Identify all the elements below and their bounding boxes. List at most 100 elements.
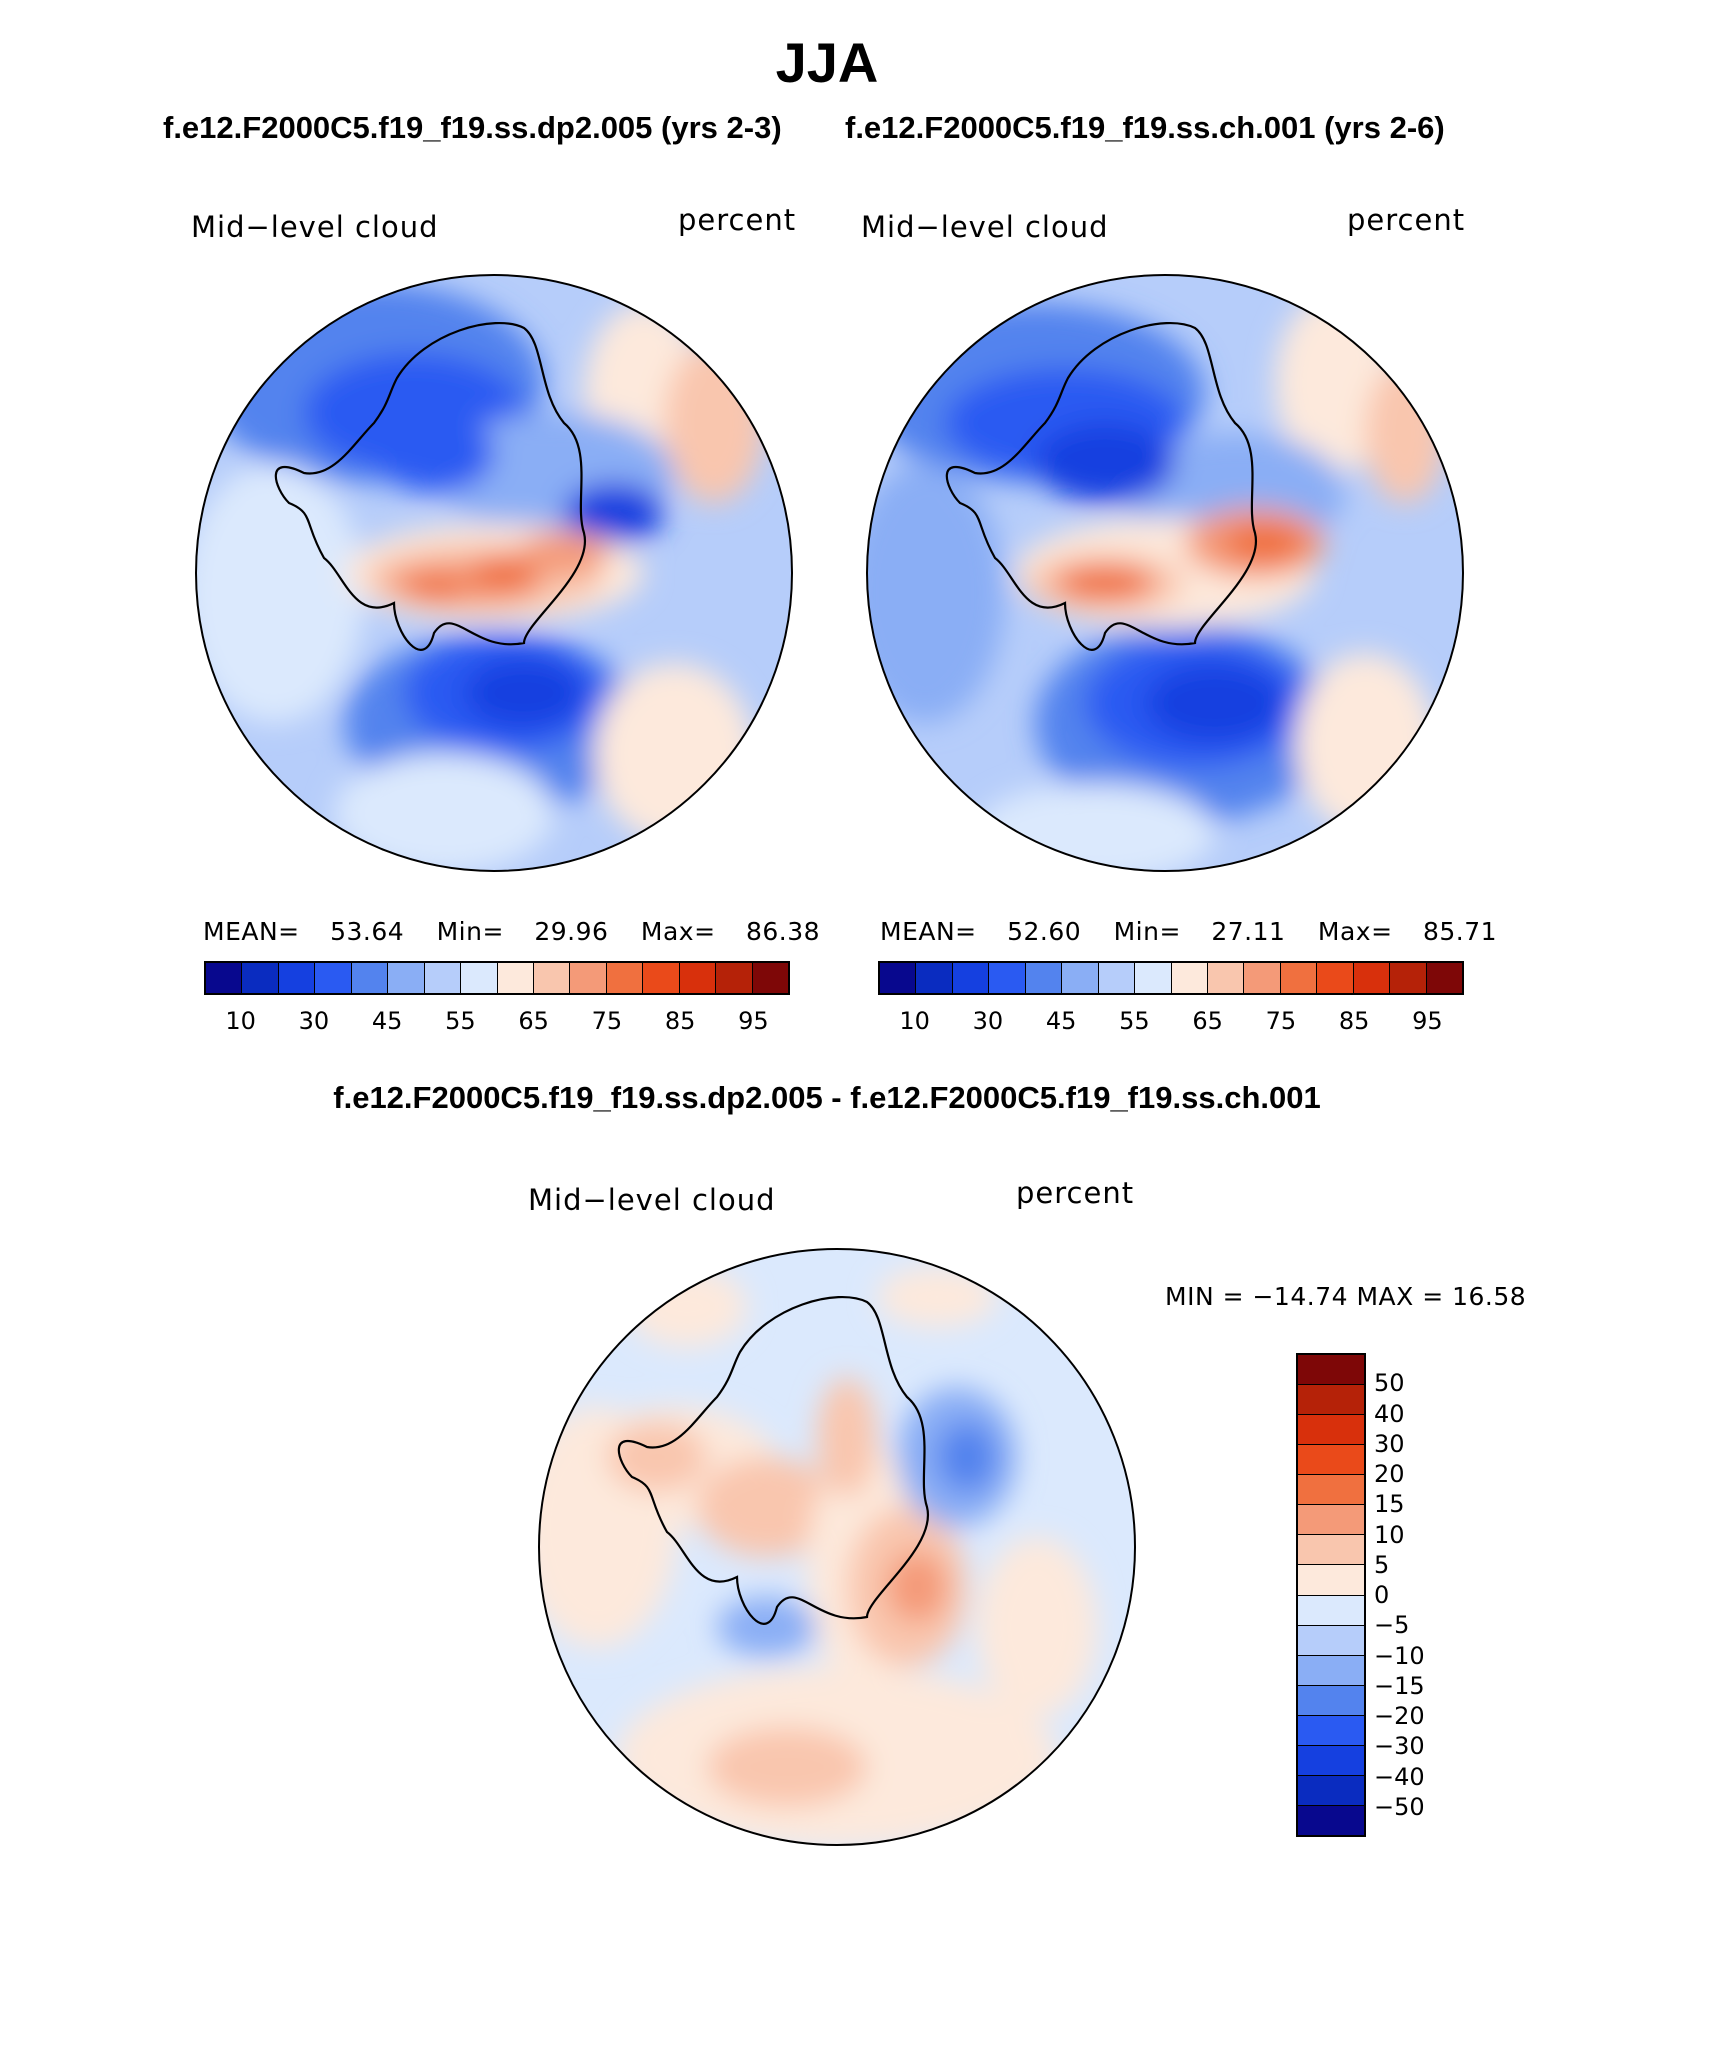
panel-1-mean-label: MEAN=	[203, 917, 300, 946]
colorbar-swatch	[1298, 1565, 1364, 1596]
panel-1-variable: Mid−level cloud	[191, 210, 439, 244]
colorbar-diff	[1296, 1353, 1366, 1837]
colorbar-swatch	[278, 963, 316, 993]
diff-minmax: MIN = −14.74 MAX = 16.58	[1165, 1282, 1527, 1311]
panel-2-max-label: Max=	[1317, 917, 1393, 946]
colorbar-swatch	[242, 963, 279, 993]
colorbar-swatch	[1298, 1625, 1364, 1656]
colorbar-tick-label: 75	[591, 1007, 623, 1035]
colorbar-swatch	[1390, 963, 1427, 993]
colorbar-swatch	[1280, 963, 1318, 993]
diff-variable: Mid−level cloud	[528, 1183, 776, 1217]
colorbar-tick-label: −30	[1374, 1732, 1425, 1761]
colorbar-swatch	[1298, 1655, 1364, 1686]
map-panel-2	[866, 274, 1464, 872]
colorbar-tick-label: 10	[899, 1007, 930, 1035]
colorbar-swatch	[533, 963, 571, 993]
figure-title: JJA	[775, 31, 879, 94]
diff-units: percent	[1016, 1176, 1135, 1210]
panel-1-min-label: Min=	[436, 917, 504, 946]
panel-2-stats: MEAN= 52.60 Min= 27.11 Max= 85.71	[880, 917, 1497, 946]
panel-1-max-label: Max=	[640, 917, 716, 946]
colorbar-swatch	[1062, 963, 1099, 993]
panel-2-mean-value: 52.60	[1007, 917, 1082, 946]
colorbar-swatch	[1298, 1805, 1364, 1835]
diff-title: f.e12.F2000C5.f19_f19.ss.dp2.005 - f.e12…	[333, 1080, 1321, 1115]
colorbar-tick-label: −15	[1374, 1671, 1425, 1700]
colorbar-tick-label: 75	[1265, 1007, 1297, 1035]
colorbar-tick-label: 95	[1412, 1007, 1443, 1035]
colorbar-tick-label: 30	[1374, 1429, 1405, 1458]
colorbar-tick-label: 40	[1374, 1399, 1405, 1428]
map-panel-1	[195, 274, 793, 872]
colorbar-tick-label: 65	[1192, 1007, 1223, 1035]
colorbar-swatch	[989, 963, 1026, 993]
colorbar-swatch	[716, 963, 753, 993]
colorbar-tick-label: 95	[738, 1007, 769, 1035]
colorbar-swatch	[1298, 1685, 1364, 1716]
colorbar-swatch	[1298, 1385, 1364, 1416]
colorbar-swatch	[1098, 963, 1136, 993]
colorbar-tick-label: 10	[225, 1007, 256, 1035]
colorbar-swatch	[424, 963, 462, 993]
colorbar-swatch	[880, 963, 917, 993]
colorbar-swatch	[643, 963, 680, 993]
colorbar-tick-label: 20	[1374, 1460, 1405, 1488]
colorbar-tick-label: 55	[445, 1007, 476, 1035]
colorbar-swatch	[1171, 963, 1208, 993]
case-title-right: f.e12.F2000C5.f19_f19.ss.ch.001 (yrs 2-6…	[845, 110, 1445, 145]
panel-2-variable: Mid−level cloud	[861, 210, 1109, 244]
colorbar-swatch	[1298, 1775, 1364, 1806]
colorbar-swatch	[679, 963, 717, 993]
colorbar-swatch	[461, 963, 498, 993]
colorbar-tick-label: 85	[1338, 1007, 1370, 1035]
map-diff	[538, 1248, 1136, 1846]
colorbar-tick-label: 15	[1374, 1490, 1405, 1519]
colorbar-swatch	[570, 963, 607, 993]
colorbar-tick-label: 30	[972, 1007, 1004, 1035]
colorbar-swatch	[1298, 1745, 1364, 1776]
colorbar-swatch	[1135, 963, 1172, 993]
colorbar-tick-label: 50	[1374, 1369, 1405, 1398]
colorbar-swatch	[1298, 1355, 1364, 1386]
panel-2-units: percent	[1347, 203, 1466, 237]
panel-2-max-value: 85.71	[1423, 917, 1498, 946]
colorbar-swatch	[1298, 1595, 1364, 1626]
colorbar-tick-label: 0	[1374, 1581, 1390, 1609]
colorbar-tick-label: 45	[371, 1007, 403, 1035]
colorbar-tick-label: 30	[298, 1007, 330, 1035]
colorbar-swatch	[1025, 963, 1063, 993]
colorbar-panel-2	[878, 961, 1464, 995]
colorbar-swatch	[916, 963, 953, 993]
colorbar-tick-label: 10	[1374, 1520, 1405, 1549]
panel-1-stats: MEAN= 53.64 Min= 29.96 Max= 86.38	[203, 917, 820, 946]
panel-1-units: percent	[678, 203, 797, 237]
colorbar-swatch	[206, 963, 243, 993]
panel-2-min-label: Min=	[1113, 917, 1181, 946]
colorbar-swatch	[1298, 1415, 1364, 1446]
colorbar-swatch	[1298, 1505, 1364, 1536]
colorbar-swatch	[315, 963, 352, 993]
colorbar-tick-label: −40	[1374, 1762, 1425, 1791]
colorbar-swatch	[1317, 963, 1354, 993]
colorbar-swatch	[952, 963, 990, 993]
colorbar-tick-label: 85	[664, 1007, 696, 1035]
colorbar-swatch	[1298, 1475, 1364, 1506]
colorbar-swatch	[1207, 963, 1245, 993]
panel-1-max-value: 86.38	[746, 917, 821, 946]
colorbar-swatch	[351, 963, 389, 993]
colorbar-swatch	[606, 963, 644, 993]
colorbar-swatch	[1244, 963, 1281, 993]
colorbar-swatch	[388, 963, 425, 993]
colorbar-tick-label: 45	[1045, 1007, 1077, 1035]
colorbar-tick-label: 65	[518, 1007, 549, 1035]
colorbar-tick-label: −50	[1374, 1792, 1425, 1821]
colorbar-swatch	[1298, 1715, 1364, 1746]
panel-2-mean-label: MEAN=	[880, 917, 977, 946]
colorbar-panel-1	[204, 961, 790, 995]
case-title-left: f.e12.F2000C5.f19_f19.ss.dp2.005 (yrs 2-…	[163, 110, 782, 145]
colorbar-tick-label: 55	[1119, 1007, 1150, 1035]
colorbar-tick-label: −5	[1374, 1611, 1410, 1640]
colorbar-tick-label: −20	[1374, 1702, 1425, 1730]
colorbar-swatch	[497, 963, 534, 993]
